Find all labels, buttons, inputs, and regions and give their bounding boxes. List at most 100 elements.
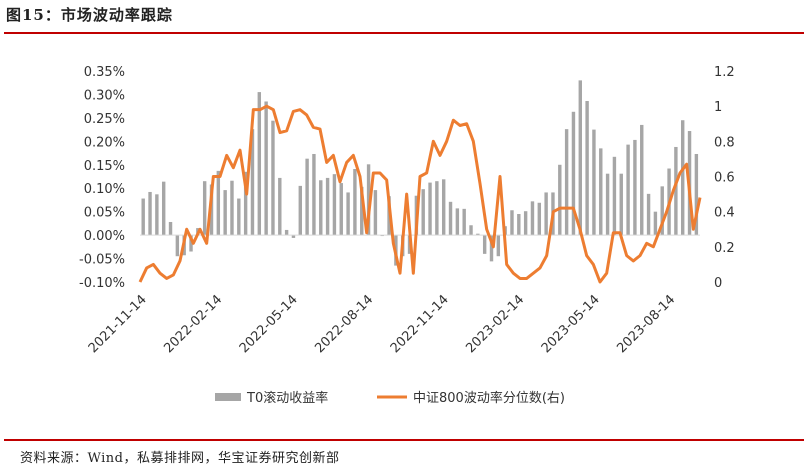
x-axis-tick-label: 2021-11-14 — [86, 292, 150, 356]
bar — [537, 202, 542, 236]
bar — [155, 194, 159, 236]
bar — [619, 173, 623, 236]
bar — [305, 158, 309, 236]
bar — [161, 181, 166, 236]
bar — [189, 235, 193, 252]
bar — [141, 198, 145, 236]
bar — [237, 198, 241, 236]
bar — [605, 173, 610, 236]
bar-series — [141, 80, 699, 266]
left-axis-tick-label: 0.20% — [84, 135, 125, 150]
bar — [530, 201, 535, 236]
bar — [319, 180, 323, 236]
bar — [448, 201, 453, 236]
bar — [223, 190, 227, 236]
top-rule — [4, 32, 804, 34]
right-axis-ticks: 0 0.2 0.4 0.6 0.8 1 1.2 — [714, 65, 735, 291]
bar — [271, 120, 275, 236]
x-axis-tick-label: 2022-05-14 — [237, 292, 301, 356]
bar — [558, 164, 562, 236]
line-series — [138, 104, 702, 284]
bar — [278, 177, 282, 236]
bar — [646, 193, 651, 236]
left-axis-tick-label: -0.05% — [79, 253, 125, 268]
bar — [325, 177, 330, 236]
bar — [230, 180, 234, 236]
right-axis-tick-label: 1.2 — [714, 65, 735, 80]
bar — [202, 181, 207, 236]
bar — [216, 170, 221, 236]
bar — [599, 148, 603, 236]
bar — [578, 80, 582, 236]
left-axis-tick-label: 0.25% — [84, 112, 125, 127]
bar — [312, 153, 316, 236]
bar — [592, 129, 596, 236]
bar — [462, 208, 466, 236]
bar — [496, 235, 501, 257]
chart: -0.10% -0.05% 0.00% 0.05% 0.10% 0.15% 0.20% 0.2… — [79, 65, 735, 406]
x-axis-ticks: 2021-11-14 2022-02-14 2022-05-14 2022-08-14… — [86, 292, 679, 356]
legend-label-bar: T0滚动收益率 — [246, 390, 328, 406]
bar — [476, 233, 480, 236]
bar — [633, 139, 637, 236]
bar — [421, 189, 425, 236]
bar — [489, 235, 494, 262]
x-axis-tick-label: 2022-08-14 — [312, 292, 376, 356]
bar — [428, 182, 432, 236]
bar — [346, 192, 350, 236]
bar — [353, 169, 357, 236]
left-axis-tick-label: 0.30% — [84, 88, 125, 103]
right-axis-tick-label: 0.6 — [714, 171, 735, 186]
bar — [175, 235, 180, 257]
x-axis-tick-label: 2023-02-14 — [463, 292, 527, 356]
bar — [544, 192, 548, 236]
right-axis-tick-label: 0.8 — [714, 135, 735, 150]
bar — [626, 144, 630, 236]
bar — [250, 129, 255, 236]
left-axis-tick-label: 0.10% — [84, 182, 125, 197]
left-axis-tick-label: 0.05% — [84, 206, 125, 221]
bottom-rule — [4, 439, 804, 441]
legend: T0滚动收益率 中证800波动率分位数(右) — [215, 390, 565, 406]
bar — [674, 146, 678, 236]
bar — [332, 174, 337, 236]
bar — [455, 208, 460, 236]
bar — [660, 186, 664, 236]
bar — [469, 225, 473, 236]
figure-title: 图15：市场波动率跟踪 — [6, 6, 173, 24]
x-axis-tick-label: 2023-05-14 — [539, 292, 603, 356]
x-axis-tick-label: 2022-11-14 — [388, 292, 452, 356]
bar — [284, 229, 289, 236]
bar — [298, 185, 302, 236]
right-axis-tick-label: 0.4 — [714, 206, 735, 221]
bar — [564, 129, 569, 236]
x-axis-tick-label: 2022-02-14 — [161, 292, 225, 356]
bar — [681, 120, 685, 236]
bar — [366, 164, 371, 236]
bar — [339, 183, 343, 236]
bar — [373, 190, 378, 236]
bar — [640, 124, 644, 236]
bar — [523, 211, 528, 236]
left-axis-ticks: -0.10% -0.05% 0.00% 0.05% 0.10% 0.15% 0.20% 0.2… — [79, 65, 125, 291]
bar — [482, 235, 487, 254]
bar — [360, 186, 364, 236]
legend-swatch-bar — [215, 393, 241, 401]
legend-label-line: 中证800波动率分位数(右) — [413, 390, 565, 406]
x-axis-tick-label: 2023-08-14 — [614, 292, 678, 356]
right-axis-tick-label: 0.2 — [714, 241, 735, 256]
bar — [653, 211, 658, 236]
bar — [148, 191, 152, 236]
bar — [168, 221, 173, 236]
bar — [441, 179, 446, 236]
bar — [264, 101, 268, 236]
bar — [517, 214, 521, 236]
bar — [243, 171, 248, 236]
left-axis-tick-label: -0.10% — [79, 276, 125, 291]
bar — [257, 92, 262, 236]
bar — [435, 181, 439, 236]
bar — [694, 153, 699, 236]
bar — [291, 235, 296, 238]
bar — [612, 156, 617, 236]
right-axis-tick-label: 1 — [714, 100, 722, 115]
